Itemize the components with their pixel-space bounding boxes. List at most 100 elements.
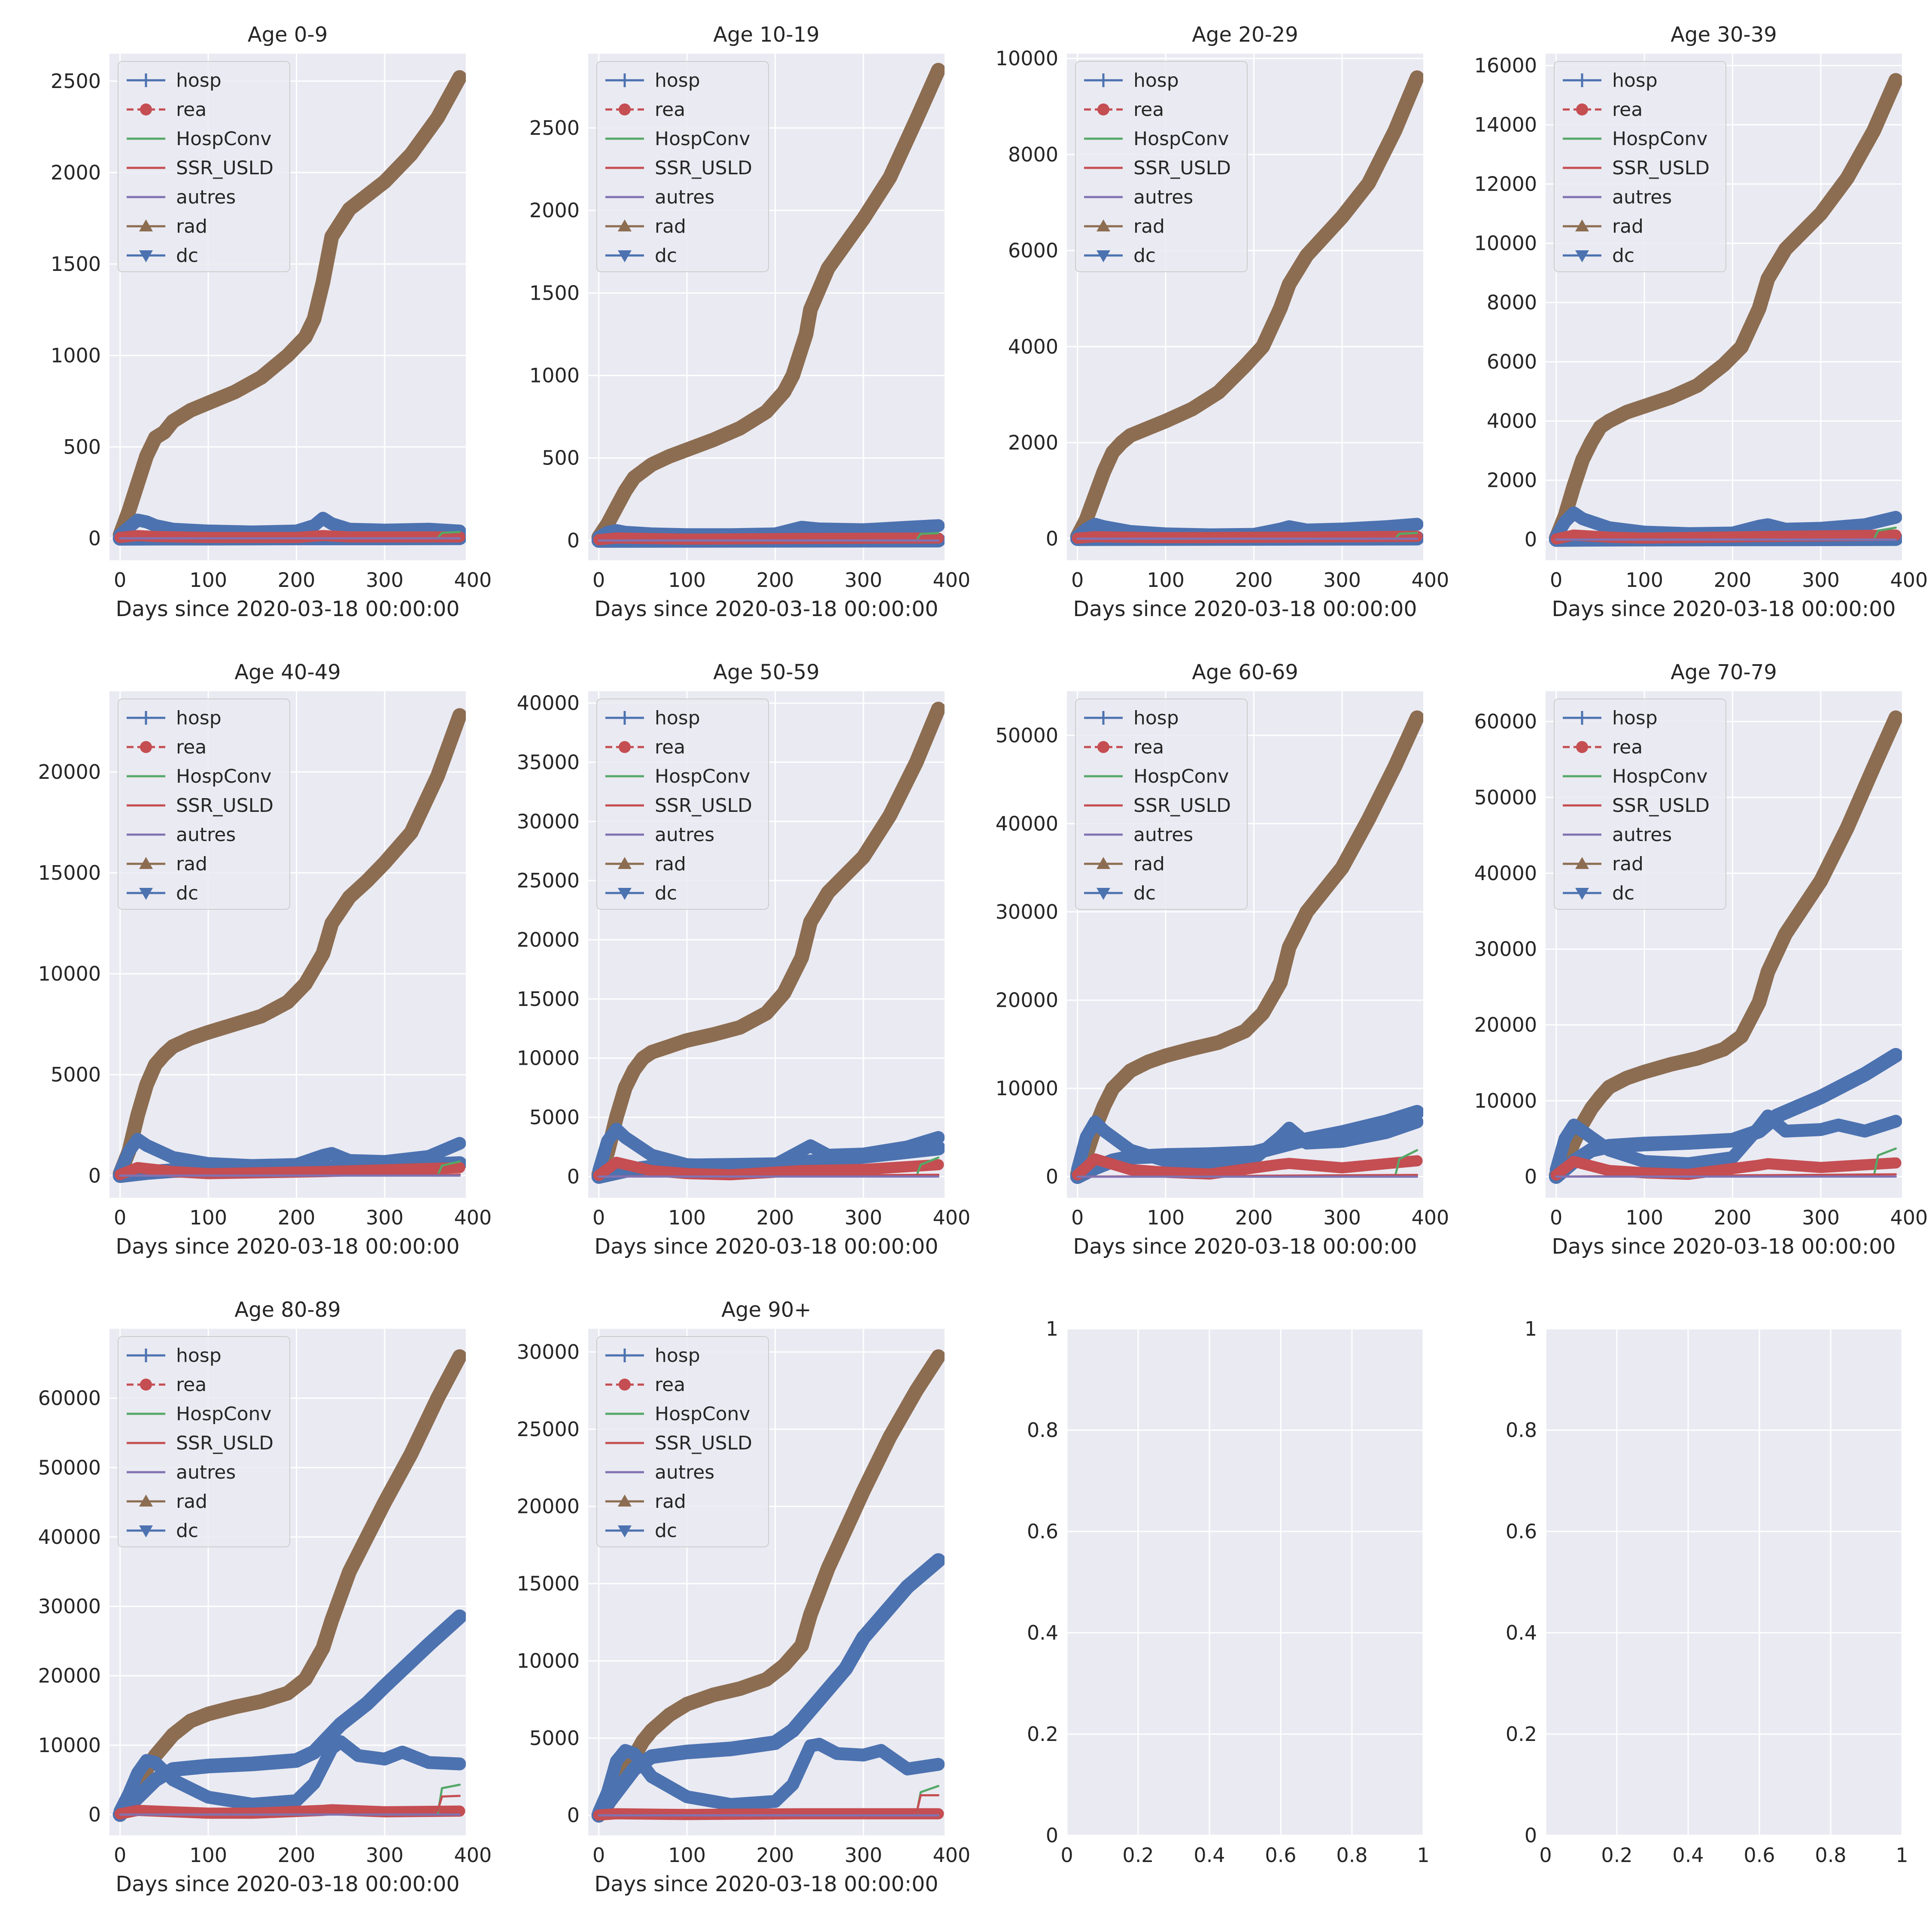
series-group xyxy=(112,1349,466,1822)
legend-marker-triangle-down xyxy=(1575,250,1589,262)
x-axis-label: Days since 2020-03-18 00:00:00 xyxy=(594,1872,938,1896)
y-tick-label: 0.8 xyxy=(1506,1419,1537,1442)
legend-entry-dc: dc xyxy=(127,1520,198,1542)
legend-label: rad xyxy=(176,853,207,875)
legend-label: dc xyxy=(1133,882,1156,904)
legend-label: rea xyxy=(176,736,207,758)
legend-label: HospConv xyxy=(655,128,750,150)
legend-entry-hospconv: HospConv xyxy=(605,766,750,787)
legend-label: rad xyxy=(1612,853,1643,875)
legend-label: SSR_USLD xyxy=(1133,157,1231,179)
x-tick-label: 400 xyxy=(454,1206,492,1229)
legend-label: autres xyxy=(1133,824,1193,846)
legend-marker-circle xyxy=(140,741,152,753)
x-axis-label: Days since 2020-03-18 00:00:00 xyxy=(115,597,459,621)
x-tick-label: 100 xyxy=(668,568,706,592)
legend-marker-circle xyxy=(140,1379,152,1391)
subplot-empty-10: 0 0.2 0.4 0.6 0.8 1 0 0.2 0.4 0.6 0.8 1 xyxy=(1027,1317,1430,1867)
legend-marker-triangle-down xyxy=(618,1525,632,1537)
y-tick-label: 0.8 xyxy=(1027,1419,1058,1442)
series-line-rad xyxy=(112,708,466,1181)
x-tick-label: 200 xyxy=(1714,1206,1752,1229)
legend-entry-rea: rea xyxy=(1084,99,1164,121)
subplot-title: Age 30-39 xyxy=(1671,23,1777,47)
legend-label: rea xyxy=(655,736,685,758)
subplot-title: Age 40-49 xyxy=(234,660,341,684)
series-line-hospconv xyxy=(915,532,940,542)
legend-entry-autres: autres xyxy=(1084,186,1193,208)
legend-marker-circle xyxy=(619,1379,631,1391)
series-line-rea xyxy=(114,1162,465,1180)
y-tick-label: 2000 xyxy=(51,161,101,184)
x-tick-label: 300 xyxy=(366,1844,404,1867)
x-tick-label: 1 xyxy=(1896,1844,1908,1867)
series-line-rea xyxy=(1550,1156,1902,1181)
x-tick-label: 0 xyxy=(1060,1844,1073,1867)
y-tick-label: 1000 xyxy=(529,364,580,387)
x-tick-label: 300 xyxy=(844,568,882,592)
legend-entry-hosp: hosp xyxy=(1563,70,1658,91)
legend-entry-hosp: hosp xyxy=(1084,70,1179,91)
series-group xyxy=(1070,70,1423,546)
x-tick-label: 400 xyxy=(933,1844,971,1867)
y-tick-label: 50000 xyxy=(996,724,1058,747)
x-tick-label: 300 xyxy=(844,1844,882,1867)
legend-label: rad xyxy=(176,1491,207,1513)
x-tick-label: 300 xyxy=(844,1206,882,1229)
legend-marker-plus xyxy=(618,73,632,87)
series-line-ssr-usld xyxy=(119,1795,461,1816)
legend-label: rad xyxy=(1612,216,1643,237)
legend-label: rad xyxy=(655,216,686,237)
y-tick-label: 2000 xyxy=(529,199,580,222)
y-tick-label: 30000 xyxy=(996,900,1058,923)
series-line-hospconv xyxy=(1394,532,1419,540)
legend-label: rea xyxy=(1612,99,1643,121)
y-tick-label: 20000 xyxy=(517,928,580,951)
y-tick-label: 16000 xyxy=(1474,54,1537,77)
y-tick-label: 0 xyxy=(88,1164,101,1187)
x-tick-label: 100 xyxy=(1147,1206,1185,1229)
y-tick-label: 0 xyxy=(1525,1165,1537,1188)
y-tick-label: 0.4 xyxy=(1506,1621,1537,1644)
legend-label: HospConv xyxy=(1133,766,1229,787)
x-tick-label: 200 xyxy=(278,1206,316,1229)
legend-box xyxy=(1554,61,1726,272)
x-tick-label: 300 xyxy=(1323,568,1361,592)
x-tick-label: 100 xyxy=(189,1206,227,1229)
y-tick-label: 0 xyxy=(567,1804,580,1827)
legend-label: hosp xyxy=(1133,70,1179,91)
legend-entry-dc: dc xyxy=(127,882,198,904)
x-tick-label: 100 xyxy=(668,1206,706,1229)
series-line-rad xyxy=(1549,73,1902,546)
x-tick-label: 100 xyxy=(1147,568,1185,592)
legend-label: rea xyxy=(1133,736,1164,758)
y-tick-label: 10000 xyxy=(38,1734,101,1757)
legend-entry-ssr-usld: SSR_USLD xyxy=(127,1432,273,1454)
x-tick-label: 0 xyxy=(1550,568,1562,592)
y-tick-label: 0 xyxy=(1525,1824,1537,1847)
x-tick-label: 0.4 xyxy=(1194,1844,1225,1867)
series-line-hospconv xyxy=(915,1156,940,1178)
legend-marker-circle xyxy=(1576,103,1588,115)
legend-entry-dc: dc xyxy=(1563,882,1634,904)
legend-entry-rea: rea xyxy=(1084,736,1164,758)
legend-entry-rad: rad xyxy=(605,216,686,237)
legend-entry-rea: rea xyxy=(1563,736,1643,758)
legend-label: dc xyxy=(1612,245,1634,267)
series-line-rea xyxy=(1072,1153,1423,1181)
y-tick-label: 25000 xyxy=(517,1418,580,1441)
series-line-rea xyxy=(1550,529,1902,545)
legend-label: rea xyxy=(1133,99,1164,121)
legend-label: autres xyxy=(176,824,236,846)
legend-box xyxy=(118,1336,290,1547)
y-tick-label: 15000 xyxy=(517,987,580,1011)
subplot-title: Age 0-9 xyxy=(248,23,328,47)
legend-entry-dc: dc xyxy=(1084,882,1156,904)
x-axis-label: Days since 2020-03-18 00:00:00 xyxy=(594,597,938,621)
subplot-title: Age 20-29 xyxy=(1192,23,1298,47)
x-tick-label: 0.6 xyxy=(1744,1844,1775,1867)
legend-label: hosp xyxy=(655,707,700,729)
series-group xyxy=(591,1349,945,1823)
